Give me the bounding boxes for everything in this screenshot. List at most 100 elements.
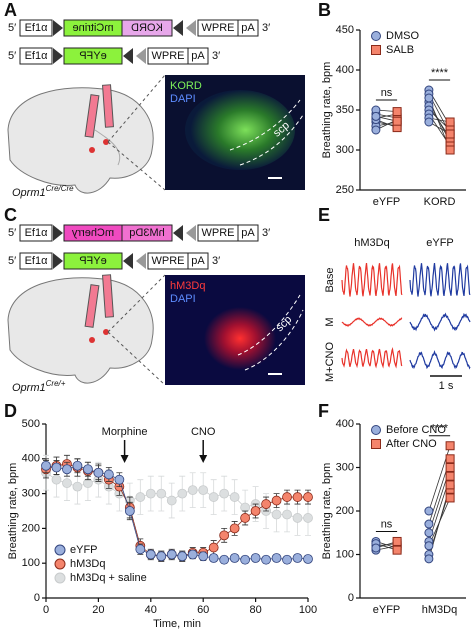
construct-label: Ef1α	[25, 22, 49, 34]
data-point	[445, 493, 455, 503]
panel-letter: C	[4, 205, 17, 225]
construct-label: pA	[191, 50, 205, 62]
y-tick-label: 200	[336, 505, 354, 517]
brain-illustration	[7, 74, 166, 194]
legend-label: eYFP	[70, 544, 98, 556]
data-point	[62, 478, 72, 489]
data-point	[424, 554, 434, 564]
trace	[341, 347, 403, 369]
x-tick-label: eYFP	[373, 196, 401, 208]
legend-marker	[371, 439, 381, 449]
construct-end: 3′	[262, 227, 270, 239]
data-point	[240, 554, 251, 565]
y-tick-label: 400	[22, 453, 40, 465]
significance-label: ****	[431, 423, 449, 435]
legend-marker	[54, 572, 66, 584]
y-tick-label: 500	[22, 418, 40, 430]
data-point	[424, 528, 434, 538]
data-point	[261, 554, 271, 565]
y-axis-label: Breathing rate, bpm	[321, 463, 333, 560]
y-tick-label: 250	[336, 184, 354, 196]
data-point	[250, 553, 261, 563]
data-point	[219, 488, 230, 499]
data-point	[371, 543, 381, 553]
data-point	[145, 488, 156, 499]
construct-box	[187, 47, 209, 65]
construct-box	[237, 19, 259, 37]
data-point	[371, 111, 381, 121]
construct-label: pA	[241, 22, 255, 34]
trace	[409, 350, 471, 370]
data-point	[445, 463, 455, 472]
data-point	[177, 551, 188, 562]
data-point	[445, 471, 455, 481]
annotation: CNO	[191, 426, 216, 438]
x-tick-label: 60	[197, 604, 209, 616]
construct-end: 5′	[8, 22, 16, 34]
trace-group-label: hM3Dq	[354, 237, 389, 249]
data-point	[250, 506, 261, 516]
construct-box	[19, 224, 53, 242]
image-label: KORD	[170, 80, 202, 92]
data-point	[198, 551, 209, 562]
data-point	[166, 495, 177, 506]
data-point	[445, 129, 455, 139]
data-point	[72, 460, 83, 471]
legend-label: hM3Dq	[70, 558, 105, 570]
trace-group-label: eYFP	[426, 237, 454, 249]
data-point	[392, 116, 402, 126]
data-point	[282, 492, 292, 502]
genotype-name: Oprm1	[12, 382, 46, 394]
data-point	[229, 523, 240, 534]
data-point	[303, 554, 313, 564]
significance-label: ns	[381, 87, 393, 99]
construct-end: 3′	[262, 22, 270, 34]
trace	[409, 312, 471, 332]
x-tick-label: 0	[43, 604, 49, 616]
genotype-name: Oprm1	[12, 187, 46, 199]
data-point	[240, 513, 251, 523]
construct: 5′ Ef1α mCherry hM3Dq WPRE pA 3′	[8, 224, 270, 242]
construct-label: WPRE	[152, 255, 185, 267]
data-point	[424, 117, 434, 127]
data-point	[271, 495, 282, 506]
construct: 5′ Ef1α eYFP WPRE pA 3′	[8, 252, 220, 270]
construct-end: 5′	[8, 50, 16, 62]
data-point	[72, 481, 83, 492]
data-point	[229, 492, 240, 502]
x-tick-label: KORD	[424, 196, 456, 208]
data-point	[103, 469, 114, 480]
data-point	[303, 513, 313, 523]
loxp	[53, 253, 63, 269]
scale-bar-label: 1 s	[439, 380, 454, 392]
y-tick-label: 400	[336, 418, 354, 430]
data-point	[282, 554, 292, 565]
construct-label: eYFP	[79, 255, 107, 267]
y-axis-label: Breathing rate, bpm	[321, 62, 333, 159]
construct-label: pA	[191, 255, 205, 267]
data-point	[208, 553, 219, 563]
construct-end: 5′	[8, 227, 16, 239]
condition-label: Base	[324, 267, 336, 292]
y-tick-label: 400	[336, 64, 354, 76]
construct-box	[63, 252, 123, 270]
construct-label: eYFP	[79, 50, 107, 62]
genotype: Oprm1Cre/Cre	[12, 184, 74, 199]
construct-end: 3′	[212, 255, 220, 267]
panel-letter: E	[318, 205, 330, 225]
annotation-arrowhead	[199, 455, 208, 463]
panel-letter: F	[318, 401, 329, 421]
construct-label: WPRE	[152, 50, 185, 62]
traces	[341, 263, 471, 370]
construct-box	[121, 19, 173, 37]
construct-label: Ef1α	[25, 255, 49, 267]
construct-end: 3′	[212, 50, 220, 62]
data-point	[51, 474, 62, 485]
loxp	[53, 20, 63, 36]
legend-marker	[54, 558, 66, 570]
data-point	[187, 485, 198, 496]
data-point	[156, 488, 167, 499]
x-tick-label: hM3Dq	[422, 604, 457, 616]
x-tick-label: 100	[299, 604, 317, 616]
